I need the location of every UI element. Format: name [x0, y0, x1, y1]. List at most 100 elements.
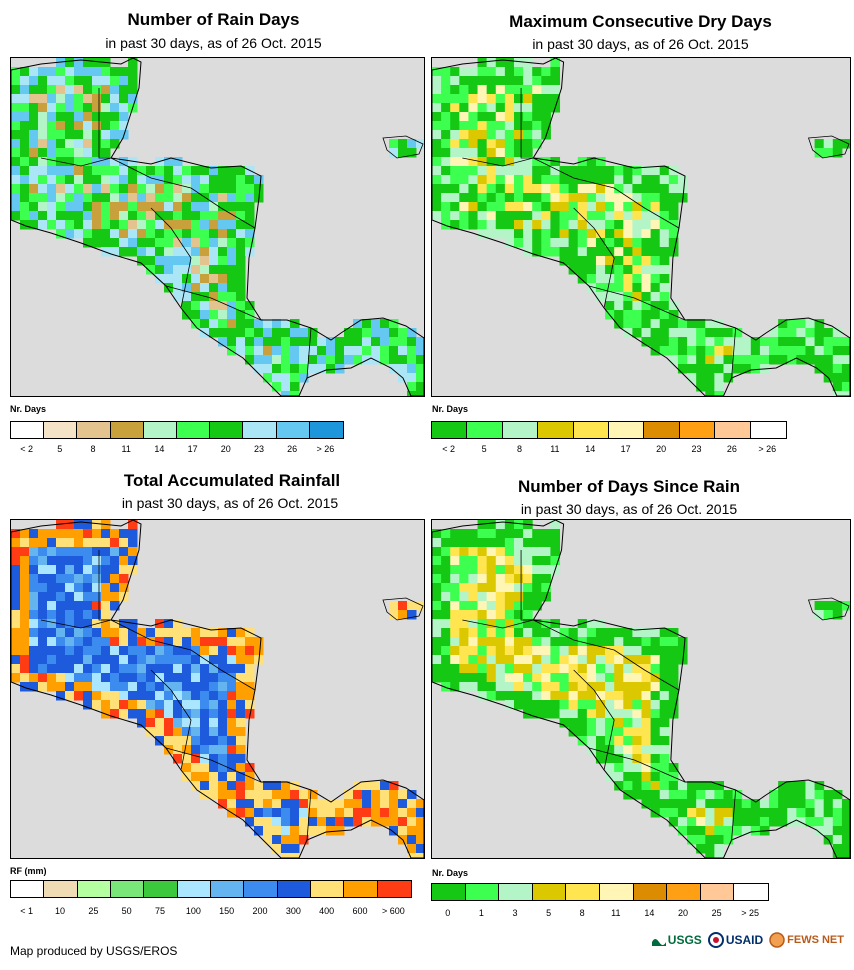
legend-swatch — [11, 881, 45, 897]
grid-cell — [29, 574, 39, 584]
grid-cell — [209, 763, 219, 773]
grid-cell — [47, 94, 57, 104]
grid-cell — [650, 310, 661, 320]
grid-cell — [468, 592, 479, 602]
grid-cell — [281, 328, 291, 338]
grid-cell — [128, 700, 138, 710]
grid-cell — [595, 736, 606, 746]
grid-cell — [128, 220, 138, 230]
grid-cell — [432, 184, 442, 194]
grid-cell — [459, 682, 469, 692]
grid-cell — [632, 319, 643, 329]
grid-cell — [209, 754, 219, 764]
grid-cell — [407, 328, 417, 338]
grid-cell — [532, 85, 542, 95]
grid-cell — [335, 337, 345, 347]
grid-cell — [38, 547, 48, 557]
grid-cell — [227, 736, 237, 746]
grid-cell — [218, 211, 228, 221]
grid-cell — [164, 619, 174, 629]
grid-cell — [614, 319, 624, 329]
grid-cell — [714, 817, 724, 827]
grid-cell — [56, 211, 66, 221]
grid-cell — [568, 628, 579, 638]
grid-cell — [641, 175, 652, 185]
grid-cell — [380, 808, 390, 818]
grid-cell — [632, 328, 643, 338]
grid-cell — [11, 619, 21, 629]
grid-cell — [741, 799, 752, 809]
grid-cell — [101, 139, 111, 149]
grid-cell — [20, 130, 30, 140]
grid-cell — [523, 184, 533, 194]
grid-cell — [74, 184, 84, 194]
map-max-dry-days[interactable] — [431, 57, 851, 397]
grid-cell — [550, 94, 561, 104]
grid-cell — [47, 556, 57, 566]
grid-cell — [441, 76, 451, 86]
map-days-since-rain[interactable] — [431, 519, 851, 859]
grid-cell — [668, 790, 679, 800]
grid-cell — [441, 94, 451, 104]
grid-cell — [650, 256, 661, 266]
grid-cell — [523, 175, 533, 185]
grid-cell — [416, 391, 424, 396]
grid-cell — [263, 790, 273, 800]
grid-cell — [450, 583, 460, 593]
grid-cell — [92, 520, 102, 530]
grid-cell — [20, 637, 30, 647]
grid-cell — [101, 592, 111, 602]
grid-cell — [20, 76, 30, 86]
grid-cell — [236, 247, 246, 257]
grid-cell — [495, 637, 506, 647]
grid-cell — [614, 718, 624, 728]
grid-cell — [119, 229, 129, 239]
grid-cell — [11, 184, 21, 194]
grid-cell — [741, 337, 752, 347]
grid-cell — [705, 853, 715, 858]
grid-cell — [814, 799, 825, 809]
grid-cell — [623, 673, 633, 683]
grid-cell — [209, 229, 219, 239]
grid-cell — [586, 274, 597, 284]
grid-cell — [38, 85, 48, 95]
grid-cell — [227, 763, 237, 773]
grid-cell — [236, 229, 246, 239]
legend-swatch — [144, 881, 178, 897]
grid-cell — [723, 346, 734, 356]
grid-cell — [750, 799, 761, 809]
map-total-rainfall[interactable] — [10, 519, 425, 859]
grid-cell — [398, 337, 408, 347]
grid-cell — [513, 529, 524, 539]
grid-cell — [595, 682, 606, 692]
grid-cell — [759, 355, 770, 365]
grid-cell — [641, 781, 652, 791]
map-canvas — [11, 58, 424, 396]
grid-cell — [641, 211, 652, 221]
grid-cell — [371, 319, 381, 329]
map-rain-days[interactable] — [10, 57, 425, 397]
grid-cell — [486, 103, 497, 113]
country-border — [573, 207, 615, 309]
grid-cell — [110, 67, 120, 77]
grid-cell — [550, 673, 561, 683]
grid-cell — [504, 175, 515, 185]
grid-cell — [641, 700, 652, 710]
grid-cell — [101, 538, 111, 548]
grid-cell — [513, 148, 524, 158]
grid-cell — [577, 265, 588, 275]
grid-cell — [586, 283, 597, 293]
grid-cell — [191, 655, 201, 665]
grid-cell — [200, 700, 210, 710]
grid-cell — [74, 121, 84, 131]
grid-cell — [272, 844, 282, 854]
grid-cell — [101, 166, 111, 176]
grid-cell — [92, 103, 102, 113]
grid-cell — [209, 310, 219, 320]
grid-cell — [200, 727, 210, 737]
grid-cell — [495, 184, 506, 194]
grid-cell — [407, 139, 417, 149]
grid-cell — [281, 817, 291, 827]
grid-cell — [218, 727, 228, 737]
grid-cell — [486, 121, 497, 131]
